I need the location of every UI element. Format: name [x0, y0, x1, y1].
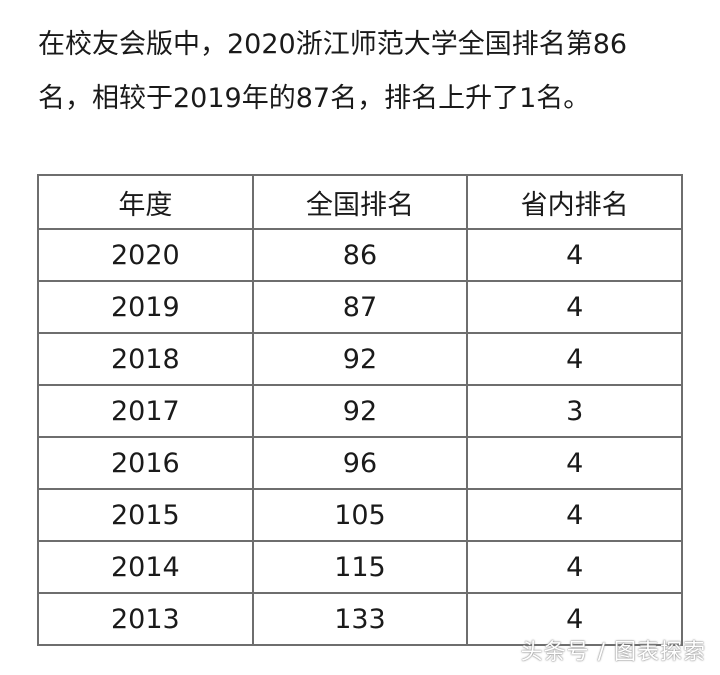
header-national-rank: 全国排名 — [251, 174, 469, 230]
cell-year: 2017 — [37, 384, 254, 438]
cell-year: 2019 — [37, 280, 254, 334]
cell-provincial-rank: 4 — [466, 488, 683, 542]
intro-line-2: 名，相较于2019年的87名，排名上升了1名。 — [38, 83, 591, 114]
cell-national-rank: 115 — [251, 540, 469, 594]
cell-provincial-rank: 4 — [466, 540, 683, 594]
cell-year: 2013 — [37, 592, 254, 646]
cell-national-rank: 87 — [251, 280, 469, 334]
cell-year: 2014 — [37, 540, 254, 594]
table-row: 2015 105 4 — [37, 488, 683, 542]
cell-provincial-rank: 4 — [466, 436, 683, 490]
intro-paragraph: 在校友会版中，2020浙江师范大学全国排名第86 名，相较于2019年的87名，… — [38, 18, 698, 126]
table-row: 2013 133 4 — [37, 592, 683, 646]
cell-year: 2020 — [37, 228, 254, 282]
table-row: 2020 86 4 — [37, 228, 683, 282]
cell-provincial-rank: 4 — [466, 592, 683, 646]
cell-year: 2015 — [37, 488, 254, 542]
ranking-table: 年度 全国排名 省内排名 2020 86 4 2019 87 4 2018 92… — [37, 174, 683, 646]
cell-year: 2018 — [37, 332, 254, 386]
cell-national-rank: 92 — [251, 384, 469, 438]
cell-national-rank: 92 — [251, 332, 469, 386]
header-year: 年度 — [37, 174, 254, 230]
cell-national-rank: 133 — [251, 592, 469, 646]
table-row: 2016 96 4 — [37, 436, 683, 490]
table-row: 2017 92 3 — [37, 384, 683, 438]
cell-provincial-rank: 3 — [466, 384, 683, 438]
cell-provincial-rank: 4 — [466, 280, 683, 334]
table-row: 2018 92 4 — [37, 332, 683, 386]
cell-national-rank: 86 — [251, 228, 469, 282]
table-header-row: 年度 全国排名 省内排名 — [37, 174, 683, 230]
cell-provincial-rank: 4 — [466, 228, 683, 282]
header-provincial-rank: 省内排名 — [466, 174, 683, 230]
table-row: 2019 87 4 — [37, 280, 683, 334]
cell-provincial-rank: 4 — [466, 332, 683, 386]
cell-national-rank: 105 — [251, 488, 469, 542]
cell-national-rank: 96 — [251, 436, 469, 490]
cell-year: 2016 — [37, 436, 254, 490]
intro-line-1: 在校友会版中，2020浙江师范大学全国排名第86 — [38, 29, 628, 60]
watermark: 头条号 / 图表探索 — [520, 640, 706, 665]
table-row: 2014 115 4 — [37, 540, 683, 594]
